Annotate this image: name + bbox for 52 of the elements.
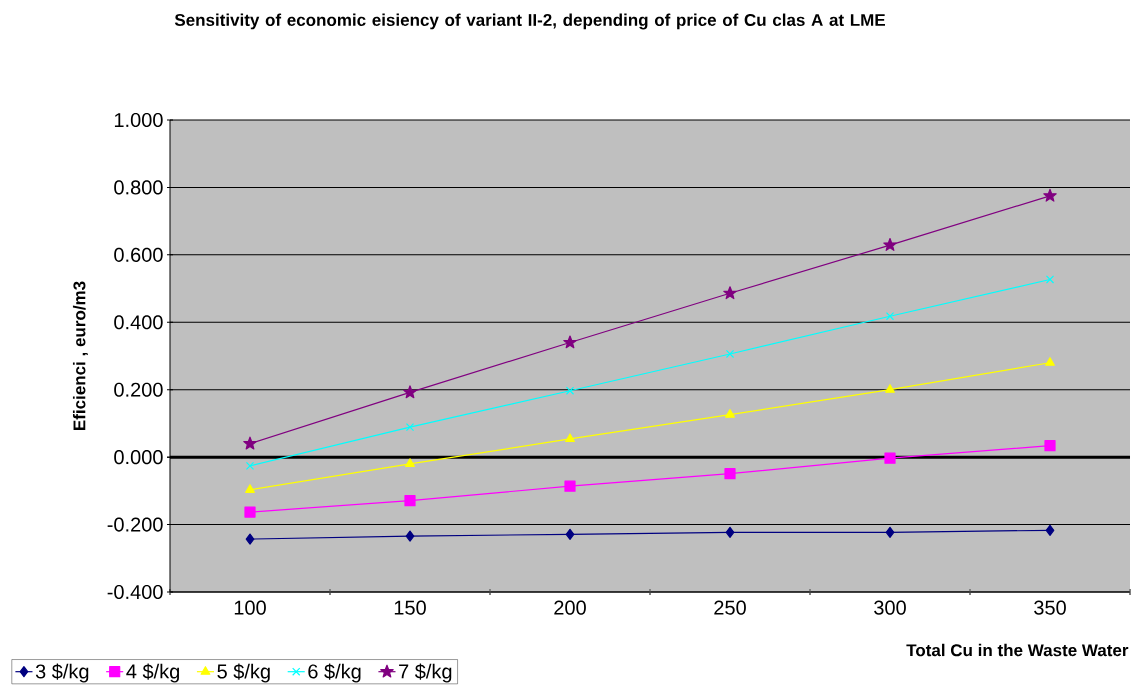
point xyxy=(1043,188,1057,202)
point xyxy=(245,533,255,545)
point xyxy=(565,433,575,443)
point xyxy=(563,335,577,349)
legend-label: 5 $/kg xyxy=(217,663,270,683)
chart-title: Sensitivity of economic eisiency of variant II-2, depending of price of Cu clas A at LME xyxy=(174,13,885,30)
point xyxy=(885,526,895,538)
y-tick-label: -0.200 xyxy=(107,517,163,532)
x-tick-label: 100 xyxy=(234,600,266,615)
point xyxy=(405,423,415,432)
point xyxy=(244,506,256,518)
point xyxy=(884,452,896,464)
point xyxy=(404,495,416,507)
y-tick-label: 0.600 xyxy=(114,247,163,262)
y-tick-label: 0.200 xyxy=(114,382,163,397)
point xyxy=(885,312,895,321)
point xyxy=(565,528,575,540)
point xyxy=(405,530,415,542)
x-tick-label: 350 xyxy=(1034,600,1066,615)
y-tick-label: 0.800 xyxy=(114,180,163,195)
point xyxy=(565,386,575,395)
point xyxy=(1044,440,1056,452)
point xyxy=(1045,275,1055,284)
point xyxy=(564,480,576,492)
point xyxy=(883,237,897,251)
point xyxy=(405,458,415,467)
point xyxy=(1045,357,1055,366)
point xyxy=(243,436,257,450)
x-tick-label: 300 xyxy=(874,600,906,615)
point xyxy=(725,526,735,538)
legend-label: 4 $/kg xyxy=(126,663,180,683)
y-tick-label: -0.400 xyxy=(107,584,163,600)
x-tick-label: 200 xyxy=(554,600,586,615)
point xyxy=(245,461,255,471)
point xyxy=(724,468,736,480)
point xyxy=(725,349,735,359)
y-tick-label: 1.000 xyxy=(114,112,163,128)
point xyxy=(725,409,735,418)
x-axis-title: Total Cu in the Waste Water xyxy=(906,643,1129,657)
point xyxy=(403,385,417,399)
y-axis-title: Eficienci , euro/m3 xyxy=(72,281,88,430)
legend-label: 3 $/kg xyxy=(35,663,89,683)
y-tick-label: 0.400 xyxy=(114,315,163,330)
point xyxy=(1045,524,1055,536)
y-tick-label: 0.000 xyxy=(114,450,163,465)
point xyxy=(885,384,895,393)
legend-label: 6 $/kg xyxy=(308,663,361,683)
x-tick-label: 150 xyxy=(394,600,426,615)
point xyxy=(723,286,737,300)
legend-label: 7 $/kg xyxy=(399,663,452,683)
point xyxy=(245,484,255,493)
x-tick-label: 250 xyxy=(714,600,746,615)
